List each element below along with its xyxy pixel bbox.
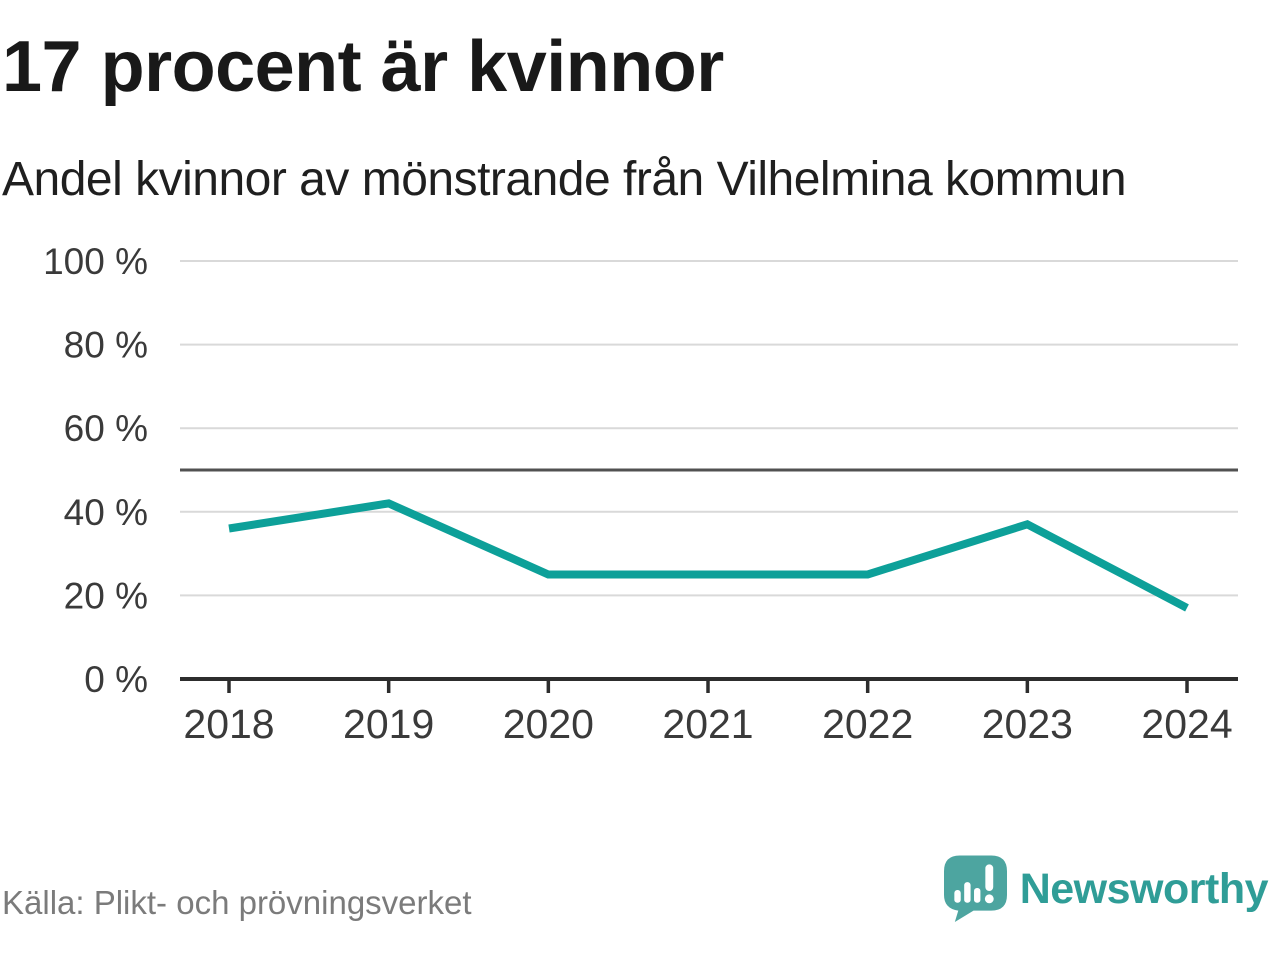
y-axis-tick-label: 40 % xyxy=(64,492,148,533)
x-axis-tick-label: 2020 xyxy=(503,701,594,747)
bar-1 xyxy=(954,889,961,903)
source-text: Källa: Plikt- och prövningsverket xyxy=(2,884,472,921)
exclamation-bar xyxy=(985,864,993,891)
y-axis-tick-label: 20 % xyxy=(64,575,148,616)
x-axis-tick-label: 2021 xyxy=(662,701,753,747)
line-chart: 0 % 20 % 40 % 60 % 80 % 100 % 2018 2019 2020 2021… xyxy=(43,241,1238,747)
x-axis-tick-label: 2023 xyxy=(982,701,1073,747)
x-axis-tick-label: 2024 xyxy=(1141,701,1232,747)
x-axis-tick-label: 2022 xyxy=(822,701,913,747)
exclamation-dot xyxy=(984,894,994,904)
bar-3 xyxy=(973,888,981,903)
bar-2 xyxy=(963,882,971,903)
y-axis-tick-label: 100 % xyxy=(43,241,148,282)
y-axis-tick-label: 60 % xyxy=(64,408,148,449)
y-axis-tick-label: 80 % xyxy=(64,325,148,366)
data-line xyxy=(228,499,1189,612)
chart-subtitle: Andel kvinnor av mönstrande från Vilhelm… xyxy=(2,153,1127,206)
x-axis-tick-label: 2018 xyxy=(183,701,274,747)
x-axis-tick-label: 2019 xyxy=(343,701,434,747)
newsworthy-logo: Newsworthy xyxy=(943,855,1269,923)
page-title: 17 procent är kvinnor xyxy=(2,27,724,107)
newsworthy-bubble-chart-icon xyxy=(943,855,1007,922)
y-axis-tick-label: 0 % xyxy=(84,659,148,700)
newsworthy-wordmark: Newsworthy xyxy=(1019,864,1269,913)
